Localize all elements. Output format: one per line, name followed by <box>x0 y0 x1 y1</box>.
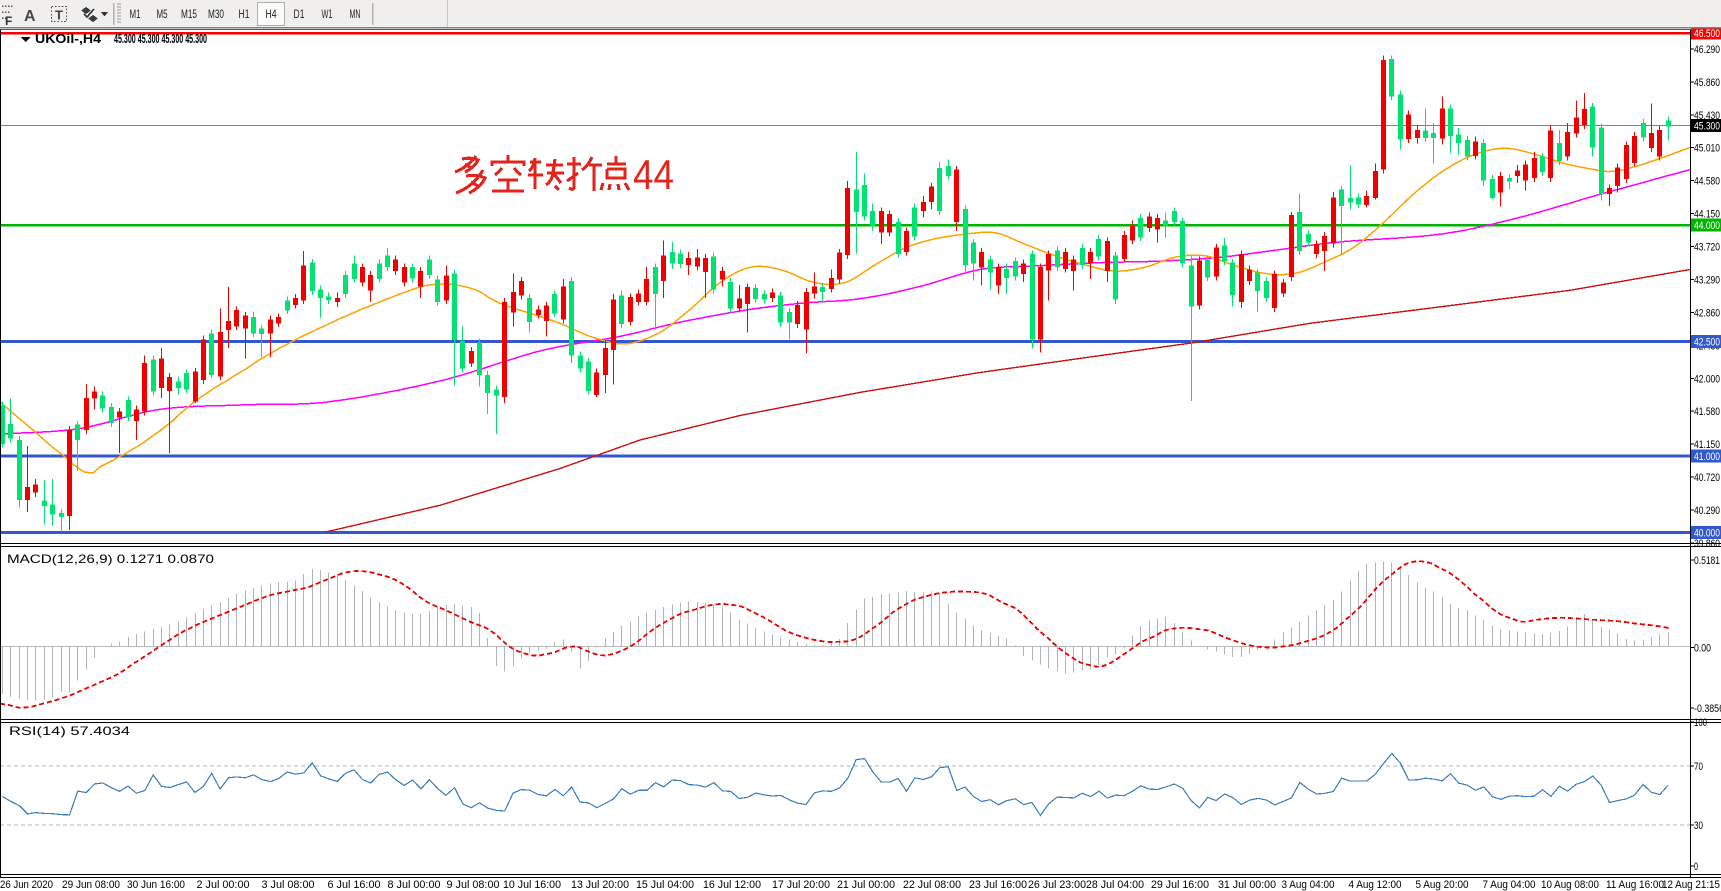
svg-text:MN: MN <box>350 7 361 21</box>
svg-text:30: 30 <box>1694 820 1703 832</box>
svg-text:9 Jul 08:00: 9 Jul 08:00 <box>447 879 500 891</box>
svg-text:RSI(14) 57.4034: RSI(14) 57.4034 <box>9 724 130 738</box>
svg-text:F: F <box>5 14 12 28</box>
svg-text:70: 70 <box>1694 761 1703 773</box>
svg-text:22 Jul 08:00: 22 Jul 08:00 <box>903 879 961 891</box>
svg-text:44.150: 44.150 <box>1694 209 1720 221</box>
svg-text:M1: M1 <box>130 7 141 21</box>
svg-text:40.290: 40.290 <box>1694 505 1720 517</box>
svg-text:M15: M15 <box>181 7 197 21</box>
svg-text:7 Aug 04:00: 7 Aug 04:00 <box>1483 879 1536 891</box>
svg-text:MACD(12,26,9) 0.1271 0.0870: MACD(12,26,9) 0.1271 0.0870 <box>7 552 214 566</box>
svg-text:26 Jul 23:00: 26 Jul 23:00 <box>1028 879 1086 891</box>
svg-text:45.300 45.300 45.300 45.300: 45.300 45.300 45.300 45.300 <box>114 32 207 46</box>
svg-text:44.580: 44.580 <box>1694 176 1720 188</box>
svg-text:3 Aug 04:00: 3 Aug 04:00 <box>1282 879 1335 891</box>
svg-text:W1: W1 <box>322 7 333 21</box>
svg-text:41.000: 41.000 <box>1694 451 1720 463</box>
svg-text:23 Jul 16:00: 23 Jul 16:00 <box>969 879 1027 891</box>
svg-text:0.00: 0.00 <box>1694 643 1711 655</box>
svg-text:4 Aug 12:00: 4 Aug 12:00 <box>1349 879 1402 891</box>
svg-text:46.290: 46.290 <box>1694 44 1720 56</box>
svg-text:45.300: 45.300 <box>1694 121 1720 133</box>
svg-text:42.860: 42.860 <box>1694 308 1720 320</box>
svg-text:46.500: 46.500 <box>1694 28 1720 40</box>
svg-text:44: 44 <box>633 151 674 198</box>
svg-text:40.720: 40.720 <box>1694 472 1720 484</box>
svg-text:8 Jul 00:00: 8 Jul 00:00 <box>388 879 441 891</box>
svg-text:H1: H1 <box>239 7 250 21</box>
svg-text:43.720: 43.720 <box>1694 242 1720 254</box>
svg-text:31 Jul 00:00: 31 Jul 00:00 <box>1218 879 1276 891</box>
svg-text:16 Jul 12:00: 16 Jul 12:00 <box>703 879 761 891</box>
svg-text:30 Jun 16:00: 30 Jun 16:00 <box>127 879 185 891</box>
svg-text:0: 0 <box>1694 861 1698 873</box>
svg-text:A: A <box>24 8 36 25</box>
svg-text:0.5181: 0.5181 <box>1694 555 1720 567</box>
svg-text:40.000: 40.000 <box>1694 528 1720 540</box>
svg-text:41.150: 41.150 <box>1694 439 1720 451</box>
svg-text:21 Jul 00:00: 21 Jul 00:00 <box>837 879 895 891</box>
svg-text:41.580: 41.580 <box>1694 406 1720 418</box>
svg-text:11 Aug 16:00: 11 Aug 16:00 <box>1606 879 1664 891</box>
svg-text:H4: H4 <box>266 7 277 21</box>
svg-text:43.290: 43.290 <box>1694 275 1720 287</box>
svg-text:10 Jul 16:00: 10 Jul 16:00 <box>503 879 561 891</box>
svg-text:15 Jul 04:00: 15 Jul 04:00 <box>636 879 694 891</box>
svg-text:6 Jul 16:00: 6 Jul 16:00 <box>328 879 381 891</box>
svg-text:M5: M5 <box>157 7 168 21</box>
svg-text:45.010: 45.010 <box>1694 142 1720 154</box>
svg-text:5 Aug 20:00: 5 Aug 20:00 <box>1416 879 1469 891</box>
svg-text:45.860: 45.860 <box>1694 77 1720 89</box>
svg-text:17 Jul 20:00: 17 Jul 20:00 <box>772 879 830 891</box>
svg-text:10 Aug 08:00: 10 Aug 08:00 <box>1541 879 1599 891</box>
svg-text:D1: D1 <box>294 7 305 21</box>
svg-text:44.000: 44.000 <box>1694 220 1720 232</box>
svg-text:2 Jul 00:00: 2 Jul 00:00 <box>197 879 250 891</box>
svg-text:100: 100 <box>1694 717 1707 729</box>
svg-text:M30: M30 <box>208 7 224 21</box>
svg-text:12 Aug 21:15: 12 Aug 21:15 <box>1662 879 1720 891</box>
svg-text:28 Jul 04:00: 28 Jul 04:00 <box>1086 879 1144 891</box>
svg-text:42.500: 42.500 <box>1694 337 1720 349</box>
svg-text:39.860: 39.860 <box>1694 538 1720 550</box>
svg-text:T: T <box>55 8 63 23</box>
svg-text:29 Jul 16:00: 29 Jul 16:00 <box>1151 879 1209 891</box>
svg-text:3 Jul 08:00: 3 Jul 08:00 <box>262 879 315 891</box>
svg-text:13 Jul 20:00: 13 Jul 20:00 <box>571 879 629 891</box>
svg-text:-0.3856: -0.3856 <box>1694 703 1721 715</box>
svg-text:26 Jun 2020: 26 Jun 2020 <box>0 879 53 891</box>
svg-text:29 Jun 08:00: 29 Jun 08:00 <box>62 879 120 891</box>
svg-text:UKOil-,H4: UKOil-,H4 <box>35 32 101 46</box>
svg-text:42.000: 42.000 <box>1694 374 1720 386</box>
